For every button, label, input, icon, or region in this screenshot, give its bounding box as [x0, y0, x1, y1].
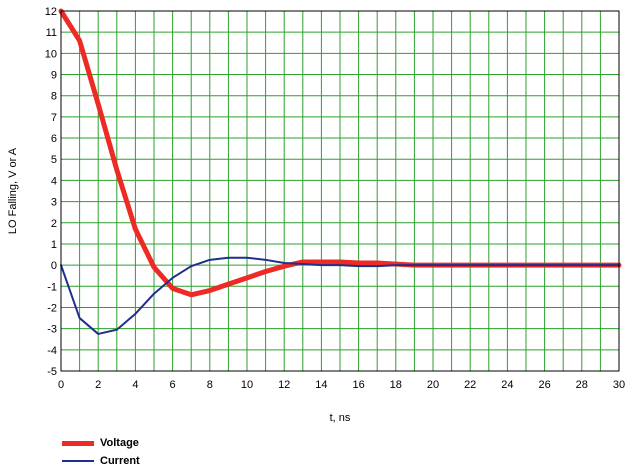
y-tick-label: 9 [51, 70, 57, 82]
y-tick-label: 0 [51, 260, 57, 272]
legend-label-current: Current [100, 455, 140, 467]
legend-item-voltage: Voltage [62, 434, 140, 452]
x-tick-label: 16 [352, 379, 364, 391]
x-tick-label: 14 [315, 379, 327, 391]
y-tick-label: -2 [47, 302, 57, 314]
y-tick-label: -1 [47, 281, 57, 293]
tick-labels: 0 2 4 6 8 10 12 14 16 18 20 22 24 26 28 30-5-4-3-2-1012… [45, 6, 625, 391]
voltage-swatch [62, 441, 94, 446]
y-tick-label: -5 [47, 366, 57, 378]
y-tick-label: 3 [51, 197, 57, 209]
x-tick-label: 26 [538, 379, 550, 391]
x-tick-label: 24 [501, 379, 513, 391]
y-axis-label: LO Falling, V or A [7, 147, 19, 234]
y-tick-label: 4 [51, 175, 57, 187]
y-tick-label: 11 [46, 27, 57, 39]
current-swatch [62, 460, 94, 462]
grid [61, 11, 619, 371]
y-tick-label: 12 [45, 6, 57, 18]
y-tick-label: -4 [47, 345, 57, 357]
x-tick-label: 4 [132, 379, 138, 391]
x-tick-label: 30 [613, 379, 625, 391]
x-tick-label: 10 [241, 379, 253, 391]
y-tick-label: 5 [51, 154, 57, 166]
y-tick-label: 6 [51, 133, 57, 145]
y-tick-label: 7 [51, 112, 57, 124]
x-tick-label: 22 [464, 379, 476, 391]
y-tick-label: 8 [51, 91, 57, 103]
x-tick-label: 28 [576, 379, 588, 391]
y-tick-label: 2 [51, 218, 57, 230]
legend: Voltage Current [62, 434, 140, 470]
x-tick-label: 2 [95, 379, 101, 391]
legend-item-current: Current [62, 452, 140, 470]
y-tick-label: 1 [51, 239, 57, 251]
line-chart: 0 2 4 6 8 10 12 14 16 18 20 22 24 26 28 30-5-4-3-2-1012… [0, 0, 625, 430]
x-tick-label: 6 [170, 379, 176, 391]
x-tick-label: 18 [390, 379, 402, 391]
x-tick-label: 20 [427, 379, 439, 391]
y-tick-label: 10 [45, 48, 57, 60]
y-tick-label: -3 [47, 324, 57, 336]
x-axis-label: t, ns [330, 412, 351, 424]
x-tick-label: 8 [207, 379, 213, 391]
legend-label-voltage: Voltage [100, 437, 139, 449]
x-tick-label: 12 [278, 379, 290, 391]
x-tick-label: 0 [58, 379, 64, 391]
